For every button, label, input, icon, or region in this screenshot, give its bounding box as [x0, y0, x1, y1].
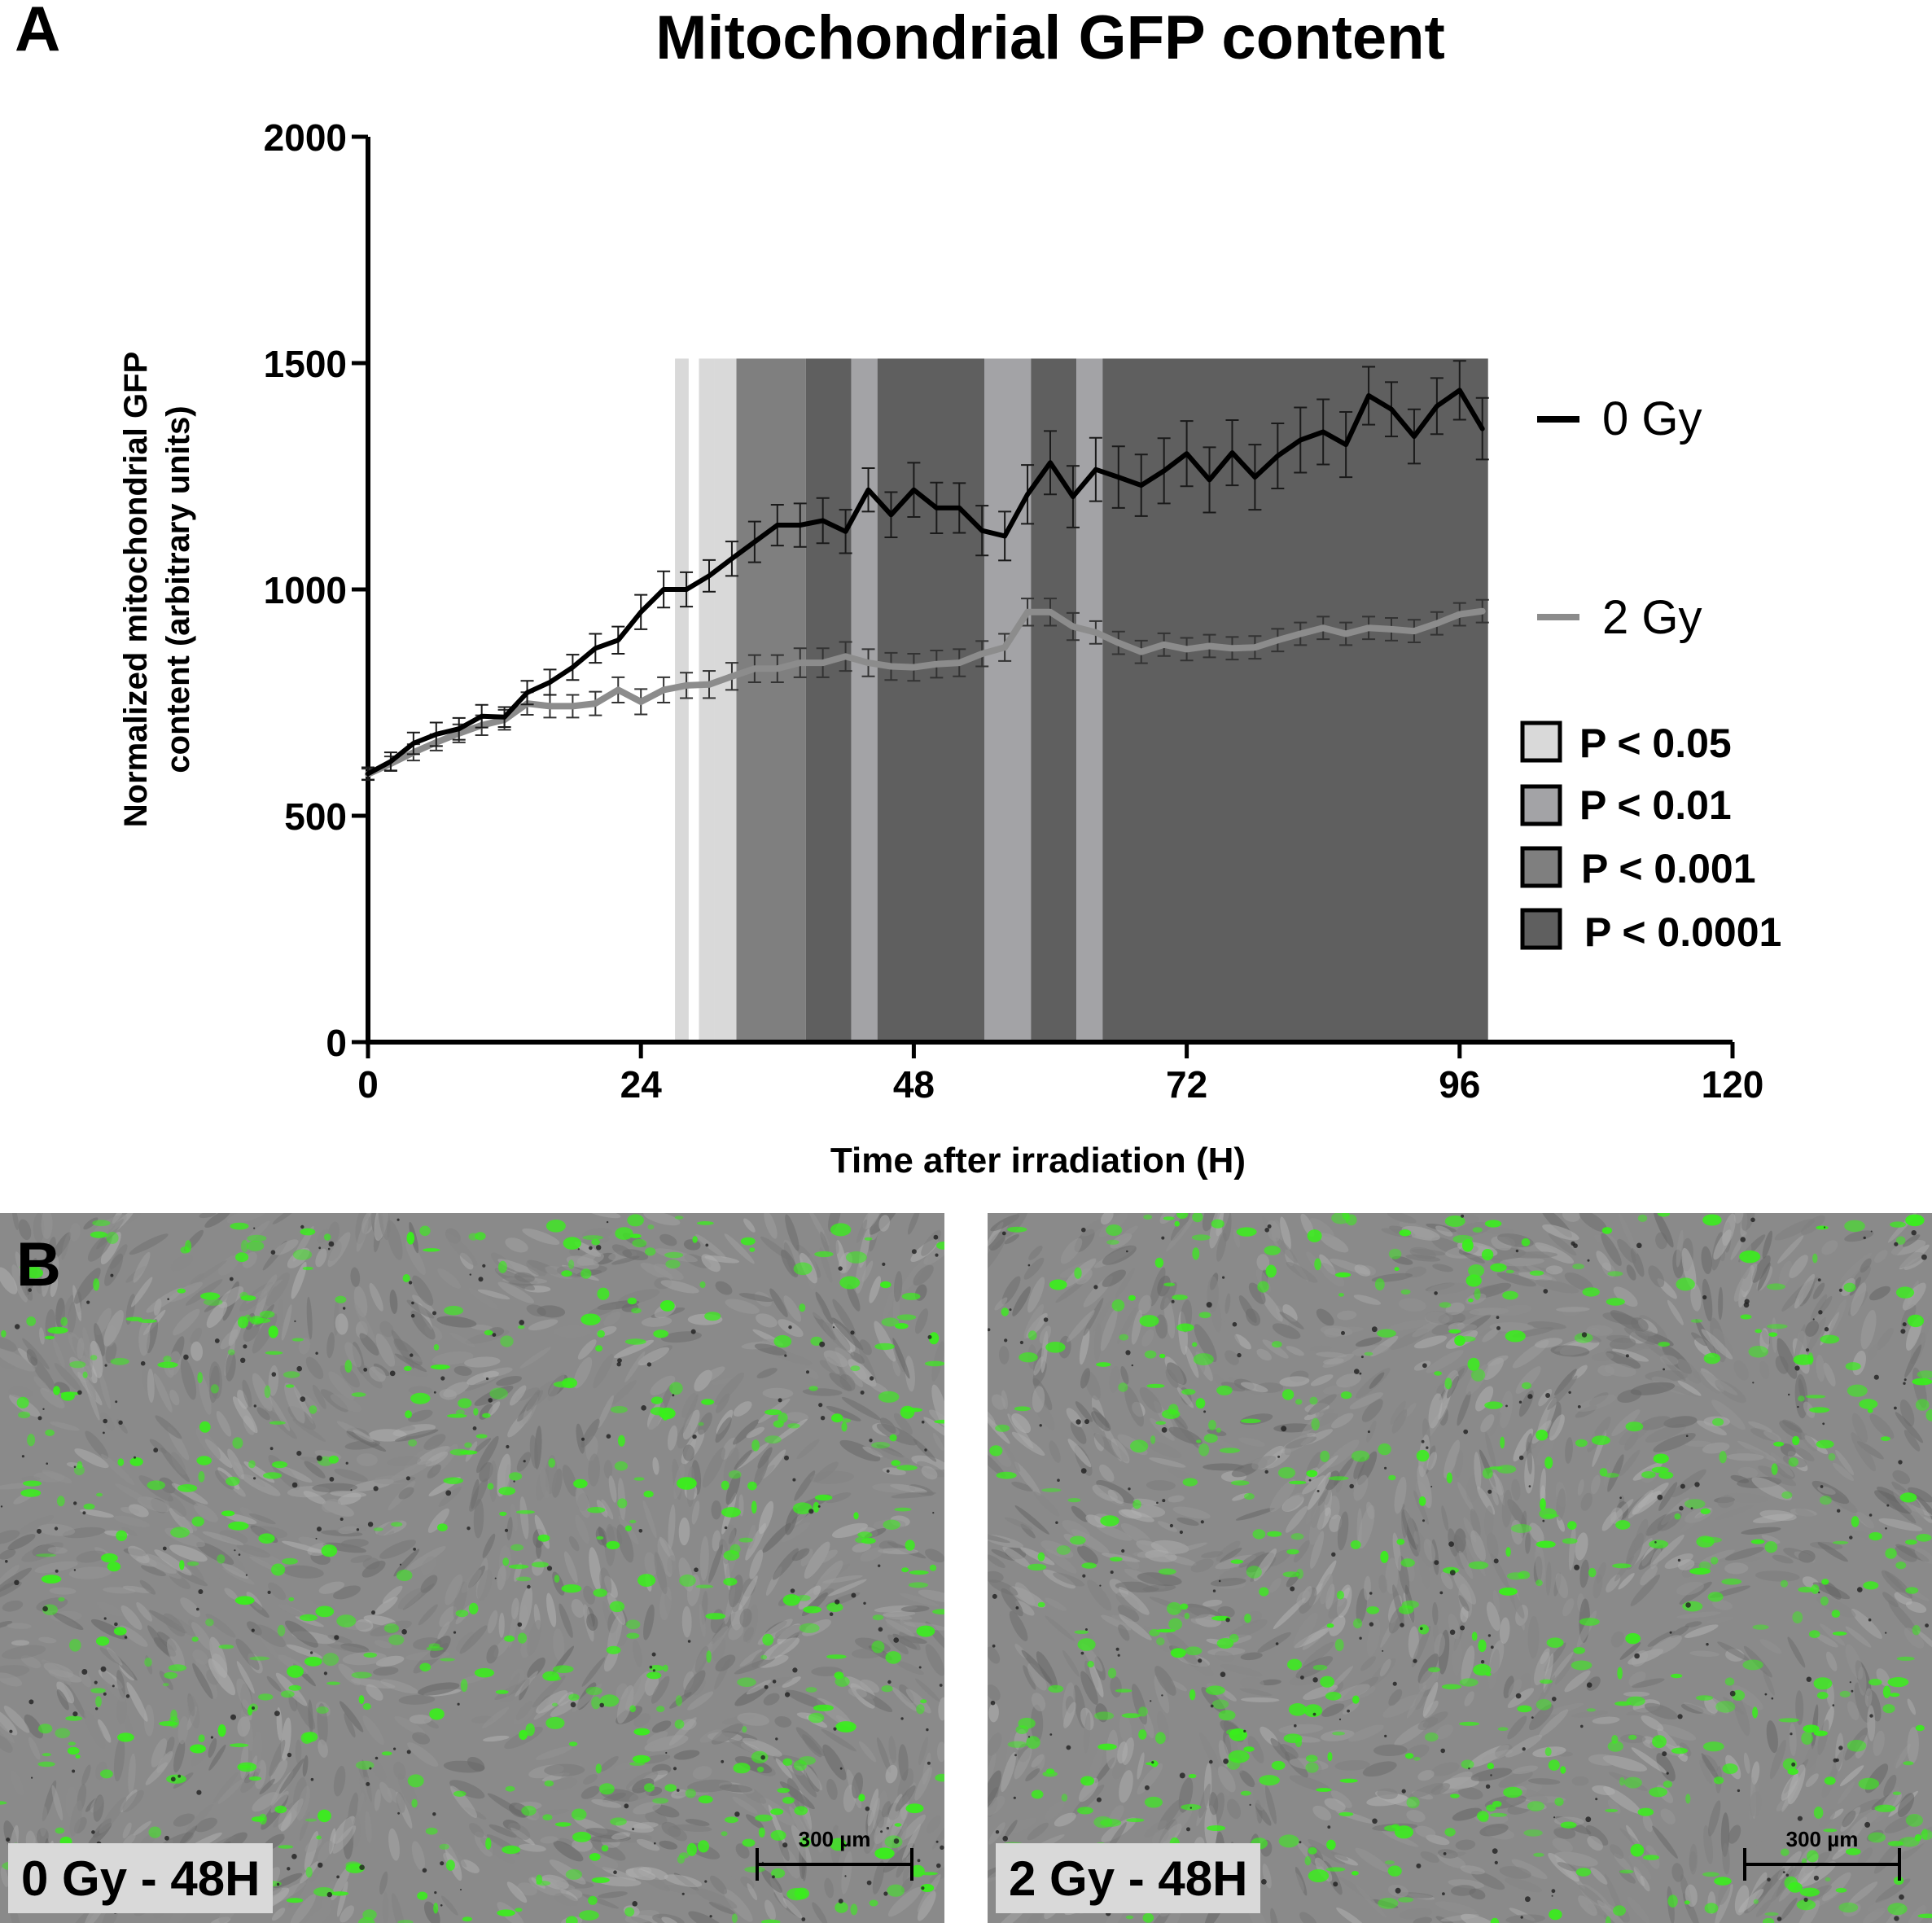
x-axis-label: Time after irradiation (H): [830, 1141, 1246, 1181]
significance-band-2: [714, 358, 737, 1042]
legend-label-p01: P < 0.01: [1579, 782, 1732, 828]
y-tick-label-0: 0: [326, 1022, 347, 1064]
legend-series: 0 Gy 2 Gy: [1537, 392, 1702, 644]
x-tick-label-24: 24: [620, 1063, 663, 1106]
legend-label-p001: P < 0.001: [1581, 846, 1756, 891]
legend-label-p05: P < 0.05: [1579, 721, 1732, 766]
x-tick-label-48: 48: [893, 1063, 935, 1106]
panel-letter-b: B: [16, 1230, 61, 1299]
significance-band-4: [805, 358, 852, 1042]
scale-bar-2gy: 300 µm: [1743, 1827, 1901, 1881]
micrograph-texture: [0, 1213, 944, 1923]
y-tick-label-1000: 1000: [264, 569, 347, 611]
micrograph-0gy: 0 Gy - 48H 300 µm: [0, 1213, 944, 1923]
series-line-2gy: [365, 607, 1486, 778]
significance-band-9: [1076, 358, 1103, 1042]
legend-swatch-p001: [1520, 846, 1562, 888]
series-0gy: [361, 360, 1489, 782]
x-tick-label-96: 96: [1439, 1063, 1480, 1106]
chart-title: Mitochondrial GFP content: [655, 3, 1445, 72]
x-tick-label-72: 72: [1166, 1063, 1207, 1106]
y-axis-label-line-1: Normalized mitochondrial GFP: [118, 352, 154, 828]
significance-band-1: [699, 358, 715, 1042]
significance-band-0: [675, 358, 689, 1042]
x-tick-label-0: 0: [357, 1063, 379, 1106]
legend-swatch-p05: [1520, 721, 1562, 763]
legend-significance: P < 0.05 P < 0.01 P < 0.001 P < 0.0001: [1520, 721, 1781, 955]
image-caption-2gy: 2 Gy - 48H: [996, 1843, 1261, 1913]
significance-band-6: [877, 358, 984, 1042]
scale-bar-label-0gy: 300 µm: [798, 1827, 871, 1851]
legend-swatch-p0001: [1520, 908, 1562, 950]
micrograph-texture: [988, 1213, 1932, 1923]
axis-ticks: 0 24 48 72 96 120 0 500 1000 1500 2000: [264, 116, 1764, 1106]
y-axis-label-line-2: content (arbitrary units): [160, 405, 196, 773]
legend-label-2gy: 2 Gy: [1602, 591, 1702, 644]
scale-bar-0gy: 300 µm: [756, 1827, 913, 1881]
significance-band-5: [851, 358, 878, 1042]
image-caption-0gy: 0 Gy - 48H: [8, 1843, 274, 1913]
chart-figure: A Mitochondrial GFP content 0 24 48 72 96 120…: [15, 0, 1781, 1181]
significance-bands: [675, 358, 1488, 1042]
significance-band-3: [736, 358, 806, 1042]
y-tick-label-1500: 1500: [264, 343, 347, 385]
panel-letter-a: A: [15, 0, 60, 64]
series-layer: [361, 360, 1489, 782]
x-tick-label-120: 120: [1702, 1063, 1764, 1106]
significance-band-8: [1031, 358, 1077, 1042]
micrograph-2gy: 2 Gy - 48H 300 µm: [988, 1213, 1932, 1923]
series-2gy: [361, 598, 1489, 781]
series-line-0gy: [366, 388, 1485, 777]
significance-band-7: [984, 358, 1032, 1042]
significance-band-10: [1102, 358, 1488, 1042]
legend-label-0gy: 0 Gy: [1602, 392, 1702, 445]
scale-bar-label-2gy: 300 µm: [1785, 1827, 1859, 1851]
y-tick-label-2000: 2000: [264, 116, 347, 159]
y-tick-label-500: 500: [284, 795, 347, 838]
legend-swatch-p01: [1520, 784, 1562, 826]
legend-label-p0001: P < 0.0001: [1584, 909, 1781, 955]
